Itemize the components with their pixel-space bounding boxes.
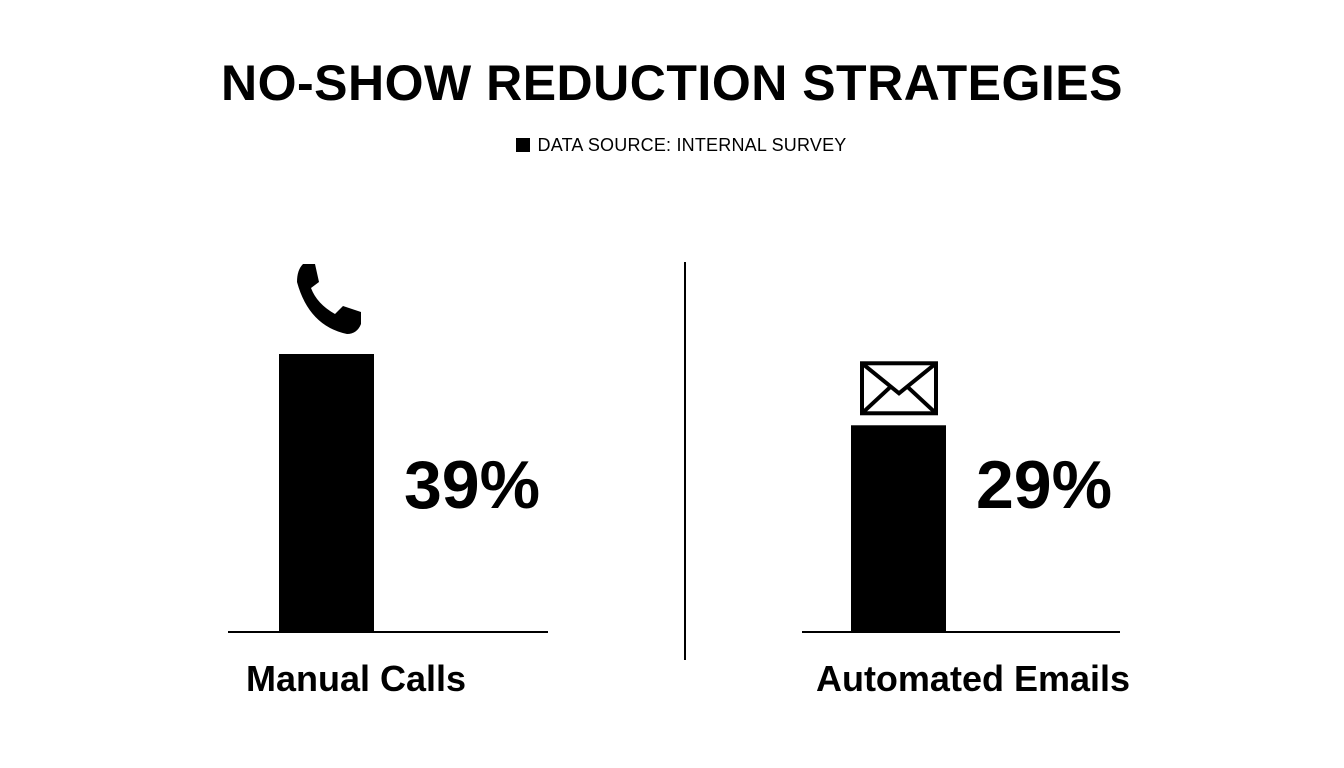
chart-title: NO-SHOW REDUCTION STRATEGIES	[221, 55, 1123, 111]
envelope-fold-right	[906, 385, 938, 415]
phone-icon	[297, 264, 361, 334]
phone-icon-shape	[297, 264, 361, 334]
category-label-manual-calls: Manual Calls	[246, 658, 466, 699]
value-label-manual-calls: 39%	[404, 447, 540, 523]
category-label-automated-emails: Automated Emails	[816, 658, 1130, 699]
legend-swatch	[515, 138, 530, 152]
bar-automated-emails	[851, 425, 946, 632]
value-label-automated-emails: 29%	[976, 447, 1112, 523]
envelope-fold-left	[860, 385, 892, 415]
legend: DATA SOURCE: INTERNAL SURVEY	[0, 135, 1344, 156]
envelope-icon	[860, 361, 938, 416]
bar-manual-calls	[279, 354, 374, 632]
legend-label: DATA SOURCE: INTERNAL SURVEY	[537, 135, 847, 155]
envelope-flap	[860, 361, 938, 396]
